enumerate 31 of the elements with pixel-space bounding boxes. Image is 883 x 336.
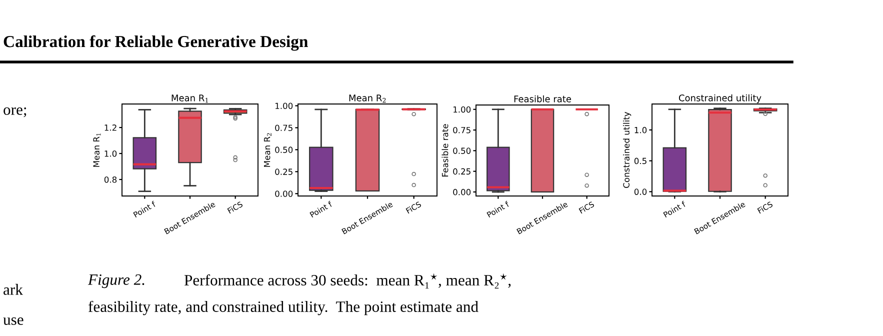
y-tick-label: 1.00 — [276, 102, 293, 110]
y-axis-title: Constrained utility — [623, 112, 632, 188]
text: Performance across 30 seeds: mean R₁$^{⋆}$, mean R₂$^{⋆}$, — [184, 273, 511, 289]
text: use — [3, 317, 24, 325]
y-tick-label: 1.00 — [454, 106, 471, 113]
y-tick-label: 0.75 — [275, 124, 292, 132]
y-tick-label: 0.75 — [453, 127, 470, 134]
y-tick-label: 0.50 — [453, 148, 471, 154]
y-axis-title: Mean R$_{2}$ — [264, 133, 272, 167]
y-tick-label: 0.00 — [453, 188, 471, 196]
caption: Figure 2. — [88, 274, 144, 288]
chart-title: Constrained utility — [678, 94, 762, 104]
y-tick-label: 0.25 — [275, 168, 292, 175]
chart-title: Mean R$_{1}$ — [172, 94, 208, 103]
y-tick-label: 0.50 — [275, 146, 293, 153]
y-tick-label: 1.0 — [634, 126, 647, 134]
y-tick-label: 0.25 — [453, 168, 470, 175]
y-tick-label: 1.2 — [104, 124, 116, 131]
y-tick-label: 0.8 — [104, 176, 117, 183]
y-tick-label: 0.5 — [634, 158, 646, 164]
y-axis-title: Mean R$_{1}$ — [93, 133, 101, 167]
y-tick-label: 0.00 — [275, 190, 293, 197]
y-tick-label: 0.0 — [634, 188, 647, 195]
chart-title: Mean R$_{2}$ — [349, 94, 386, 103]
text: ark — [4, 284, 23, 295]
y-axis-title: Feasible rate — [442, 124, 448, 176]
y-tick-label: 1.0 — [104, 150, 117, 157]
chart-title: Feasible rate — [514, 95, 572, 102]
text: Calibration for Reliable Generative Design — [4, 35, 308, 51]
text: ore; — [4, 107, 26, 118]
text: feasibility rate, and constrained utility. The point estimate and — [88, 300, 478, 316]
